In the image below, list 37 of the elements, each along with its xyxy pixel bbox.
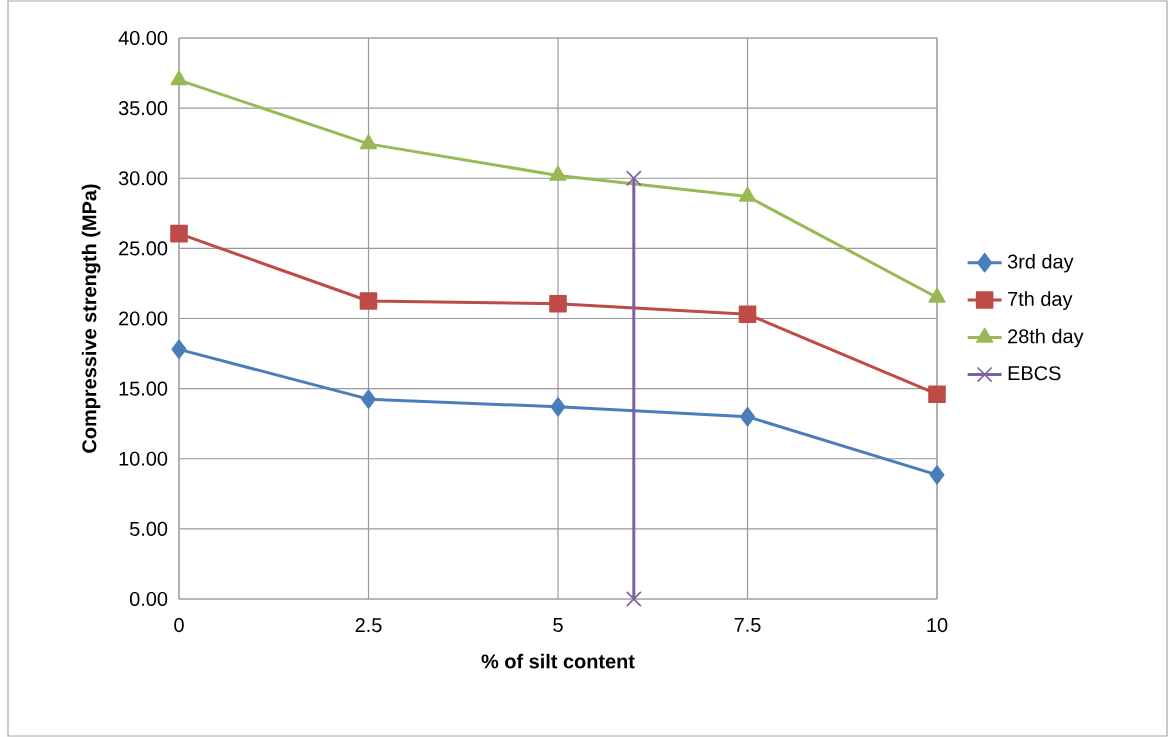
point <box>738 305 757 324</box>
y-tick-label: 10.00 <box>119 451 168 466</box>
legend-label: 3rd day <box>1007 253 1074 273</box>
point <box>929 465 945 485</box>
point <box>739 406 756 427</box>
point <box>359 292 378 310</box>
y-tick-label: 15.00 <box>119 381 168 396</box>
x-axis-title: % of silt content <box>481 653 635 669</box>
y-tick-label: 35.00 <box>118 101 168 116</box>
y-tick-label: 5.00 <box>129 521 168 536</box>
y-tick-label: 20.00 <box>119 311 168 326</box>
point <box>928 385 946 404</box>
point <box>170 224 188 243</box>
legend-label: EBCS <box>1008 366 1061 381</box>
x-tick-label: 10 <box>927 618 948 633</box>
point <box>625 170 642 187</box>
y-tick-label: 30.00 <box>118 171 168 186</box>
point <box>170 70 188 86</box>
x-tick-label: 2.5 <box>355 618 382 633</box>
y-axis-title: Compressive strength (MPa) <box>81 184 101 453</box>
point <box>625 591 642 607</box>
x-tick-label: 0 <box>174 618 184 633</box>
legend-label: 7th day <box>1008 291 1073 310</box>
point <box>550 397 566 417</box>
point <box>360 389 377 409</box>
x-tick-label: 5 <box>553 618 563 632</box>
y-tick-label: 0.00 <box>129 591 168 607</box>
point <box>549 165 567 181</box>
point <box>738 186 757 202</box>
point <box>549 294 567 313</box>
point <box>928 287 946 303</box>
x-tick-label: 7.5 <box>734 618 761 632</box>
y-tick-label: 25.00 <box>119 241 168 256</box>
y-tick-label: 40.00 <box>118 30 168 46</box>
legend-label: 28th day <box>1008 328 1084 348</box>
point <box>359 134 378 150</box>
point <box>171 339 187 360</box>
